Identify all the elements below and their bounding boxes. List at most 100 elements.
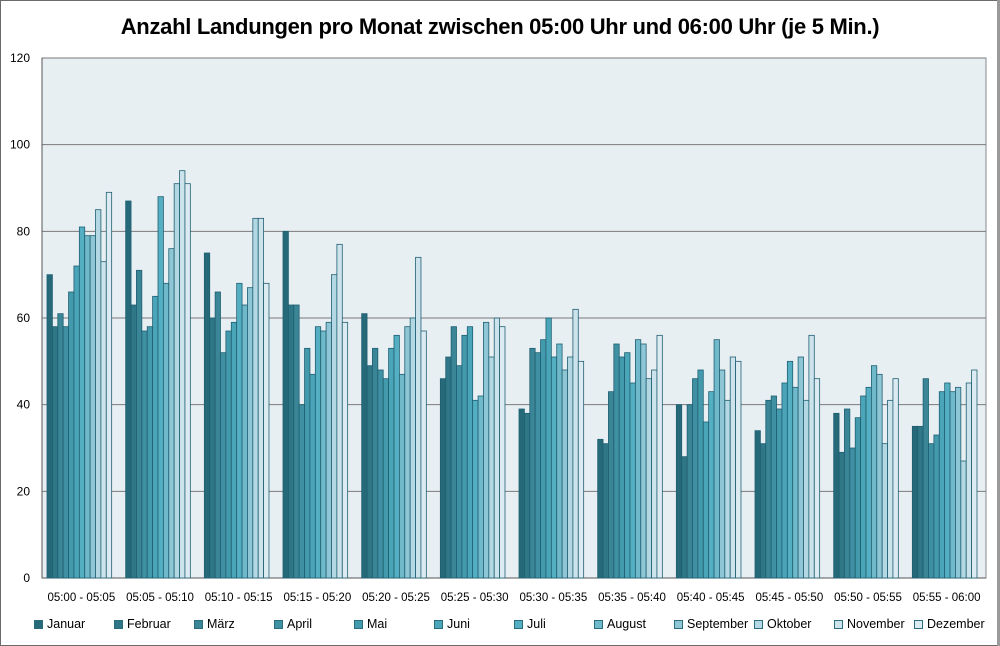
bar-april xyxy=(141,330,148,579)
bar-januar xyxy=(125,200,132,579)
bar-januar xyxy=(203,252,211,579)
bar-märz xyxy=(57,313,64,579)
legend-label: Februar xyxy=(127,617,171,631)
bar-märz xyxy=(372,347,379,579)
bar-april xyxy=(220,352,227,579)
bar-januar xyxy=(754,430,761,579)
legend-swatch xyxy=(114,619,123,629)
bar-september xyxy=(89,235,96,579)
bar-juni xyxy=(73,265,80,579)
bar-oktober xyxy=(803,399,810,579)
bar-november xyxy=(179,170,186,579)
bar-februar xyxy=(681,456,688,579)
bar-juli xyxy=(314,326,322,579)
bar-februar xyxy=(209,317,216,579)
bar-januar xyxy=(518,408,525,579)
legend-label: August xyxy=(607,617,646,631)
bar-märz xyxy=(608,391,615,579)
legend-item: September xyxy=(674,617,748,631)
bar-dezember xyxy=(577,360,585,579)
bar-dezember xyxy=(184,183,191,579)
bar-mai xyxy=(382,378,390,579)
bar-juni xyxy=(230,321,238,579)
bar-november xyxy=(257,217,265,579)
bar-oktober xyxy=(881,443,888,579)
bar-dezember xyxy=(735,360,742,579)
x-tick-label: 05:45 - 05:50 xyxy=(755,592,823,604)
bar-juli xyxy=(550,356,558,579)
bar-november xyxy=(493,317,501,579)
legend-swatch xyxy=(834,619,843,629)
y-tick-label: 60 xyxy=(17,311,31,325)
bar-august xyxy=(162,282,170,579)
bar-oktober xyxy=(252,217,259,579)
legend-swatch xyxy=(354,619,363,629)
y-tick-label: 40 xyxy=(17,398,31,412)
bar-dezember xyxy=(105,191,113,579)
bar-august xyxy=(556,343,563,579)
bar-august xyxy=(634,339,642,579)
bar-märz xyxy=(293,304,300,579)
bar-september xyxy=(247,287,254,579)
x-tick-label: 05:10 - 05:15 xyxy=(205,592,273,604)
x-tick-label: 05:20 - 05:25 xyxy=(362,592,430,604)
bar-januar xyxy=(361,313,368,579)
x-tick-label: 05:55 - 06:00 xyxy=(913,592,981,604)
bar-august xyxy=(320,330,327,579)
bar-februar xyxy=(602,443,609,579)
bar-oktober xyxy=(173,183,180,579)
y-tick-label: 100 xyxy=(10,138,30,152)
bar-september xyxy=(561,369,568,579)
bar-oktober xyxy=(645,378,652,579)
bar-april xyxy=(849,447,856,579)
legend: Januar Februar März April Mai Juni Juli August S… xyxy=(30,617,990,635)
legend-item: Februar xyxy=(114,617,171,631)
x-tick-label: 05:15 - 05:20 xyxy=(283,592,351,604)
bar-september xyxy=(168,248,175,579)
bar-oktober xyxy=(724,399,731,579)
bar-april xyxy=(62,326,69,579)
bar-märz xyxy=(765,399,772,579)
bar-oktober xyxy=(409,317,416,579)
bar-mai xyxy=(225,330,232,579)
bar-april xyxy=(377,369,384,579)
bar-november xyxy=(965,382,973,579)
y-tick-label: 20 xyxy=(17,484,31,498)
bar-august xyxy=(792,386,799,579)
bar-september xyxy=(404,326,411,579)
bar-juli xyxy=(786,360,794,579)
bar-november xyxy=(887,399,894,579)
legend-swatch xyxy=(514,619,523,629)
bar-september xyxy=(483,321,490,579)
legend-item: Januar xyxy=(34,617,85,631)
bar-mai xyxy=(68,291,75,579)
legend-label: April xyxy=(287,617,313,631)
bar-april xyxy=(298,404,305,579)
legend-item: Juli xyxy=(514,617,546,631)
legend-item: August xyxy=(594,617,646,631)
bar-juli xyxy=(865,386,872,579)
bar-mai xyxy=(304,347,311,579)
bar-oktober xyxy=(960,460,967,579)
chart-title: Anzahl Landungen pro Monat zwischen 05:0… xyxy=(120,14,880,39)
legend-item: Juni xyxy=(434,617,470,631)
legend-label: Juli xyxy=(527,617,546,631)
bar-februar xyxy=(130,304,137,579)
legend-label: Juni xyxy=(447,617,470,631)
bar-januar xyxy=(833,412,840,579)
bar-mai xyxy=(461,334,468,579)
bar-juli xyxy=(78,226,86,579)
bar-oktober xyxy=(488,356,495,579)
bar-märz xyxy=(922,378,929,579)
bar-mai xyxy=(540,339,547,579)
bar-april xyxy=(613,343,620,579)
bar-juli xyxy=(708,391,715,579)
bar-mai xyxy=(697,369,704,579)
legend-item: Dezember xyxy=(914,617,985,631)
legend-item: November xyxy=(834,617,905,631)
bar-mai xyxy=(618,356,626,579)
x-tick-label: 05:05 - 05:10 xyxy=(126,592,194,604)
bar-september xyxy=(640,343,647,579)
legend-item: April xyxy=(274,617,312,631)
bar-mai xyxy=(854,417,862,579)
